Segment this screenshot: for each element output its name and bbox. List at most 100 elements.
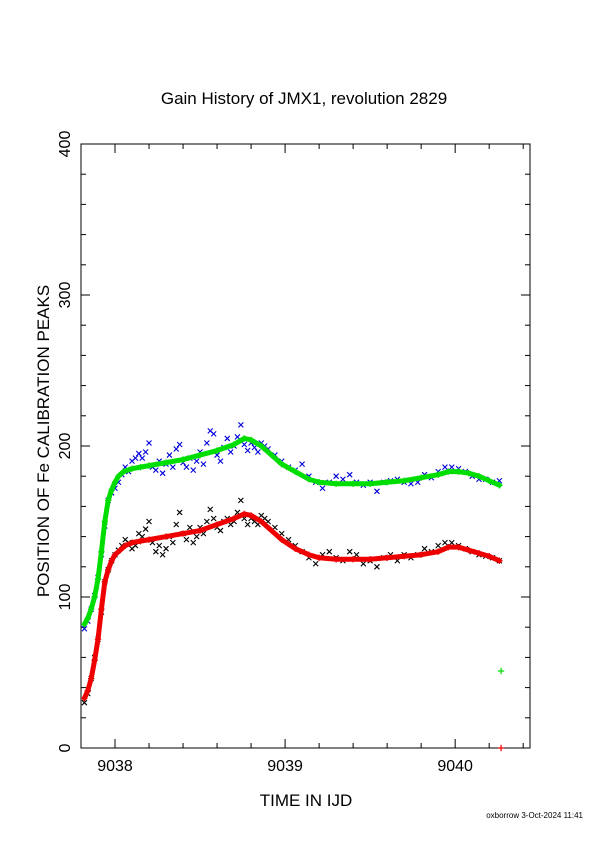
data-point: [210, 515, 217, 522]
data-point: [105, 566, 112, 574]
data-point: [81, 625, 88, 632]
data-point: [445, 543, 452, 551]
data-marks: [81, 421, 505, 752]
data-point: [230, 515, 238, 522]
data-point: [196, 451, 204, 459]
data-point: [88, 675, 95, 682]
data-point: [496, 557, 503, 564]
data-point: [163, 545, 169, 552]
y-tick-label: 100: [57, 584, 74, 611]
series-1: [81, 435, 505, 675]
data-point: [465, 546, 472, 554]
data-point: [374, 488, 380, 495]
data-point: [108, 486, 115, 493]
data-point: [305, 476, 313, 483]
data-point: [315, 479, 323, 486]
data-point: [213, 521, 221, 528]
chart-title: Gain History of JMX1, revolution 2829: [161, 89, 447, 108]
data-point: [183, 464, 190, 471]
data-point: [346, 471, 353, 478]
data-point: [448, 539, 455, 546]
data-point: [224, 435, 231, 442]
y-tick-label: 0: [57, 743, 74, 752]
data-point: [128, 465, 136, 472]
data-point: [244, 521, 251, 528]
data-point: [497, 744, 505, 752]
data-point: [442, 464, 448, 471]
data-point: [237, 421, 244, 428]
x-tick-label: 9038: [97, 758, 133, 775]
data-point: [146, 440, 152, 446]
data-point: [132, 455, 139, 461]
data-point: [115, 473, 122, 480]
data-point: [455, 543, 462, 551]
data-point: [120, 468, 127, 475]
y-tick-label: 400: [57, 131, 74, 158]
data-point: [217, 458, 224, 464]
data-point: [315, 554, 323, 561]
data-point: [417, 474, 425, 481]
data-point: [383, 554, 391, 561]
data-point: [353, 551, 360, 558]
data-point: [176, 509, 183, 516]
data-point: [421, 545, 428, 552]
data-point: [200, 461, 207, 468]
data-point: [400, 477, 408, 484]
data-point: [116, 546, 124, 554]
data-point: [374, 563, 380, 570]
footer-stamp: oxborrow 3-Oct-2024 11:41: [486, 811, 583, 820]
data-point: [213, 447, 221, 454]
data-point: [179, 530, 187, 537]
data-point: [497, 667, 505, 675]
data-point: [475, 473, 483, 480]
data-point: [292, 468, 299, 475]
data-point: [101, 518, 109, 525]
data-point: [88, 605, 95, 613]
data-point: [173, 446, 180, 452]
data-point: [258, 518, 265, 525]
data-point: [448, 464, 455, 471]
data-point: [98, 605, 105, 613]
data-point: [237, 497, 244, 504]
data-point: [465, 469, 472, 477]
data-point: [166, 452, 173, 458]
data-point: [485, 477, 493, 484]
series-1-trend: [81, 435, 502, 627]
data-point: [128, 539, 136, 546]
data-point: [445, 468, 452, 475]
data-point: [122, 542, 129, 549]
data-point: [346, 548, 353, 555]
data-point: [135, 450, 142, 457]
data-point: [434, 471, 442, 478]
data-point: [159, 551, 166, 558]
data-point: [268, 527, 275, 534]
data-point: [435, 542, 442, 549]
series-2: [81, 497, 503, 706]
data-point: [247, 512, 255, 519]
x-tick-label: 9040: [437, 758, 473, 775]
data-point: [340, 476, 346, 483]
data-point: [241, 435, 248, 442]
data-point: [84, 614, 92, 622]
x-axis-label: TIME IN IJD: [260, 791, 353, 810]
data-point: [139, 455, 146, 461]
data-point: [455, 468, 462, 475]
data-point: [159, 470, 166, 477]
y-tick-label: 200: [57, 433, 74, 460]
series-3-trend: [81, 511, 502, 701]
data-point: [400, 553, 408, 560]
data-point: [203, 518, 210, 525]
data-point: [111, 551, 119, 558]
axis-tick-labels: 0 100 200 300 400 9038 9039 9040: [57, 131, 473, 775]
data-point: [105, 497, 112, 504]
data-point: [183, 536, 190, 543]
data-point: [190, 539, 197, 546]
data-point: [152, 548, 159, 555]
data-point: [101, 578, 109, 586]
data-point: [241, 510, 248, 518]
data-point: [305, 551, 313, 558]
data-point: [485, 553, 493, 560]
data-point: [94, 636, 102, 643]
data-point: [162, 459, 170, 466]
